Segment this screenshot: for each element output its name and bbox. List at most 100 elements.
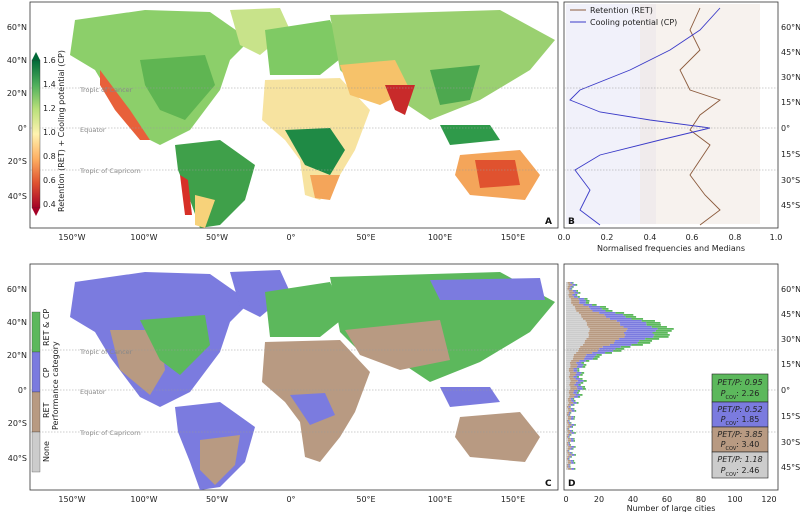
panel-c-map: Tropic of Cancer Equator Tropic of Capri… bbox=[29, 263, 559, 491]
hist-bar-cp bbox=[571, 446, 575, 448]
hist-bar-none bbox=[566, 384, 570, 386]
hist-bar-ret_cp bbox=[577, 370, 580, 372]
hist-bar-cp bbox=[568, 436, 570, 438]
hist-bar-cp bbox=[571, 462, 574, 464]
hist-bar-cp bbox=[574, 396, 578, 398]
hist-bar-cp bbox=[584, 358, 593, 360]
hist-bar-cp bbox=[614, 342, 638, 344]
legend-none: None bbox=[42, 441, 51, 462]
hist-bar-ret bbox=[567, 448, 571, 450]
svg-text:0°: 0° bbox=[18, 124, 27, 133]
hist-bar-none bbox=[566, 314, 581, 316]
hist-bar-ret_cp bbox=[569, 464, 571, 466]
hist-bar-ret_cp bbox=[577, 296, 580, 298]
hist-bar-ret_cp bbox=[580, 394, 583, 396]
hist-bar-ret_cp bbox=[573, 416, 576, 418]
panel-c-legend: RET & CP CP RET None Performance categor… bbox=[31, 309, 60, 473]
svg-text:150°E: 150°E bbox=[501, 495, 525, 504]
hist-bar-ret bbox=[568, 410, 572, 412]
hist-bar-ret bbox=[575, 308, 591, 310]
hist-bar-cp bbox=[592, 352, 606, 354]
hist-bar-ret_cp bbox=[582, 366, 586, 368]
hist-bar-ret_cp bbox=[570, 444, 571, 446]
hist-bar-none bbox=[566, 354, 574, 356]
svg-text:40: 40 bbox=[628, 495, 638, 504]
hist-bar-ret bbox=[570, 364, 578, 366]
hist-bar-none bbox=[566, 424, 569, 426]
hist-bar-ret bbox=[566, 436, 569, 438]
hist-bar-ret bbox=[566, 450, 568, 452]
hist-bar-ret_cp bbox=[574, 400, 576, 402]
hist-bar-ret_cp bbox=[580, 374, 583, 376]
hist-bar-cp bbox=[568, 420, 570, 422]
svg-text:15°N: 15°N bbox=[781, 360, 800, 369]
svg-text:120: 120 bbox=[761, 495, 776, 504]
hist-bar-cp bbox=[597, 350, 614, 352]
hist-bar-ret bbox=[569, 382, 576, 384]
svg-text:60: 60 bbox=[662, 495, 672, 504]
hist-bar-ret bbox=[567, 456, 570, 458]
hist-bar-ret_cp bbox=[571, 452, 573, 454]
hist-bar-ret bbox=[567, 438, 571, 440]
hist-bar-ret bbox=[567, 430, 571, 432]
hist-bar-ret bbox=[567, 440, 572, 442]
hist-bar-none bbox=[566, 302, 572, 304]
hist-bar-ret bbox=[589, 330, 627, 332]
hist-bar-none bbox=[566, 348, 579, 350]
hist-bar-ret_cp bbox=[646, 322, 661, 324]
hist-bar-ret bbox=[572, 358, 585, 360]
hist-bar-ret_cp bbox=[620, 346, 631, 348]
hist-bar-ret_cp bbox=[580, 378, 583, 380]
hist-bar-ret bbox=[567, 398, 571, 400]
hist-bar-cp bbox=[573, 376, 578, 378]
hist-bar-none bbox=[566, 360, 572, 362]
hist-bar-ret bbox=[568, 446, 572, 448]
hist-bar-none bbox=[566, 382, 570, 384]
hist-bar-none bbox=[566, 430, 568, 432]
hist-bar-ret_cp bbox=[573, 462, 576, 464]
cb-tick-0-8: 0.8 bbox=[43, 152, 56, 161]
cb-tick-1-0: 1.0 bbox=[43, 128, 56, 137]
hist-bar-ret_cp bbox=[572, 398, 575, 400]
hist-bar-none bbox=[566, 372, 570, 374]
hist-bar-ret bbox=[586, 322, 620, 324]
hist-bar-cp bbox=[570, 286, 573, 288]
hist-bar-cp bbox=[620, 324, 647, 326]
hist-bar-ret bbox=[586, 324, 621, 326]
hist-bar-none bbox=[566, 326, 589, 328]
hist-bar-ret bbox=[567, 286, 571, 288]
hist-bar-none bbox=[566, 296, 570, 298]
hist-bar-cp bbox=[576, 372, 582, 374]
hist-bar-cp bbox=[602, 346, 621, 348]
svg-text:30°S: 30°S bbox=[781, 438, 800, 447]
svg-text:15°N: 15°N bbox=[781, 98, 800, 107]
hist-bar-cp bbox=[616, 320, 642, 322]
hist-bar-ret bbox=[571, 302, 580, 304]
hist-bar-cp bbox=[583, 304, 593, 306]
hist-bar-ret bbox=[576, 310, 593, 312]
svg-text:60°N: 60°N bbox=[7, 23, 27, 32]
hist-bar-ret bbox=[581, 316, 606, 318]
hist-bar-ret_cp bbox=[646, 324, 661, 326]
hist-bar-cp bbox=[572, 294, 576, 296]
hist-bar-none bbox=[566, 350, 579, 352]
hist-bar-ret_cp bbox=[574, 446, 576, 448]
hist-bar-none bbox=[566, 312, 579, 314]
hist-bar-cp bbox=[577, 380, 584, 382]
hist-bar-ret bbox=[573, 356, 586, 358]
hist-bar-cp bbox=[570, 430, 572, 432]
hist-bar-cp bbox=[619, 322, 647, 324]
hist-bar-cp bbox=[571, 400, 575, 402]
hist-bar-cp bbox=[571, 424, 575, 426]
hist-bar-ret_cp bbox=[569, 466, 571, 468]
hist-bar-cp bbox=[569, 288, 572, 290]
hist-bar-ret bbox=[568, 468, 572, 470]
hist-bar-ret bbox=[588, 334, 626, 336]
hist-bar-cp bbox=[570, 448, 573, 450]
hist-bar-ret bbox=[567, 434, 570, 436]
svg-text:20°S: 20°S bbox=[8, 419, 27, 428]
hist-bar-none bbox=[566, 396, 570, 398]
hist-bar-none bbox=[566, 388, 571, 390]
svg-text:50°W: 50°W bbox=[206, 495, 228, 504]
hist-bar-none bbox=[566, 416, 568, 418]
